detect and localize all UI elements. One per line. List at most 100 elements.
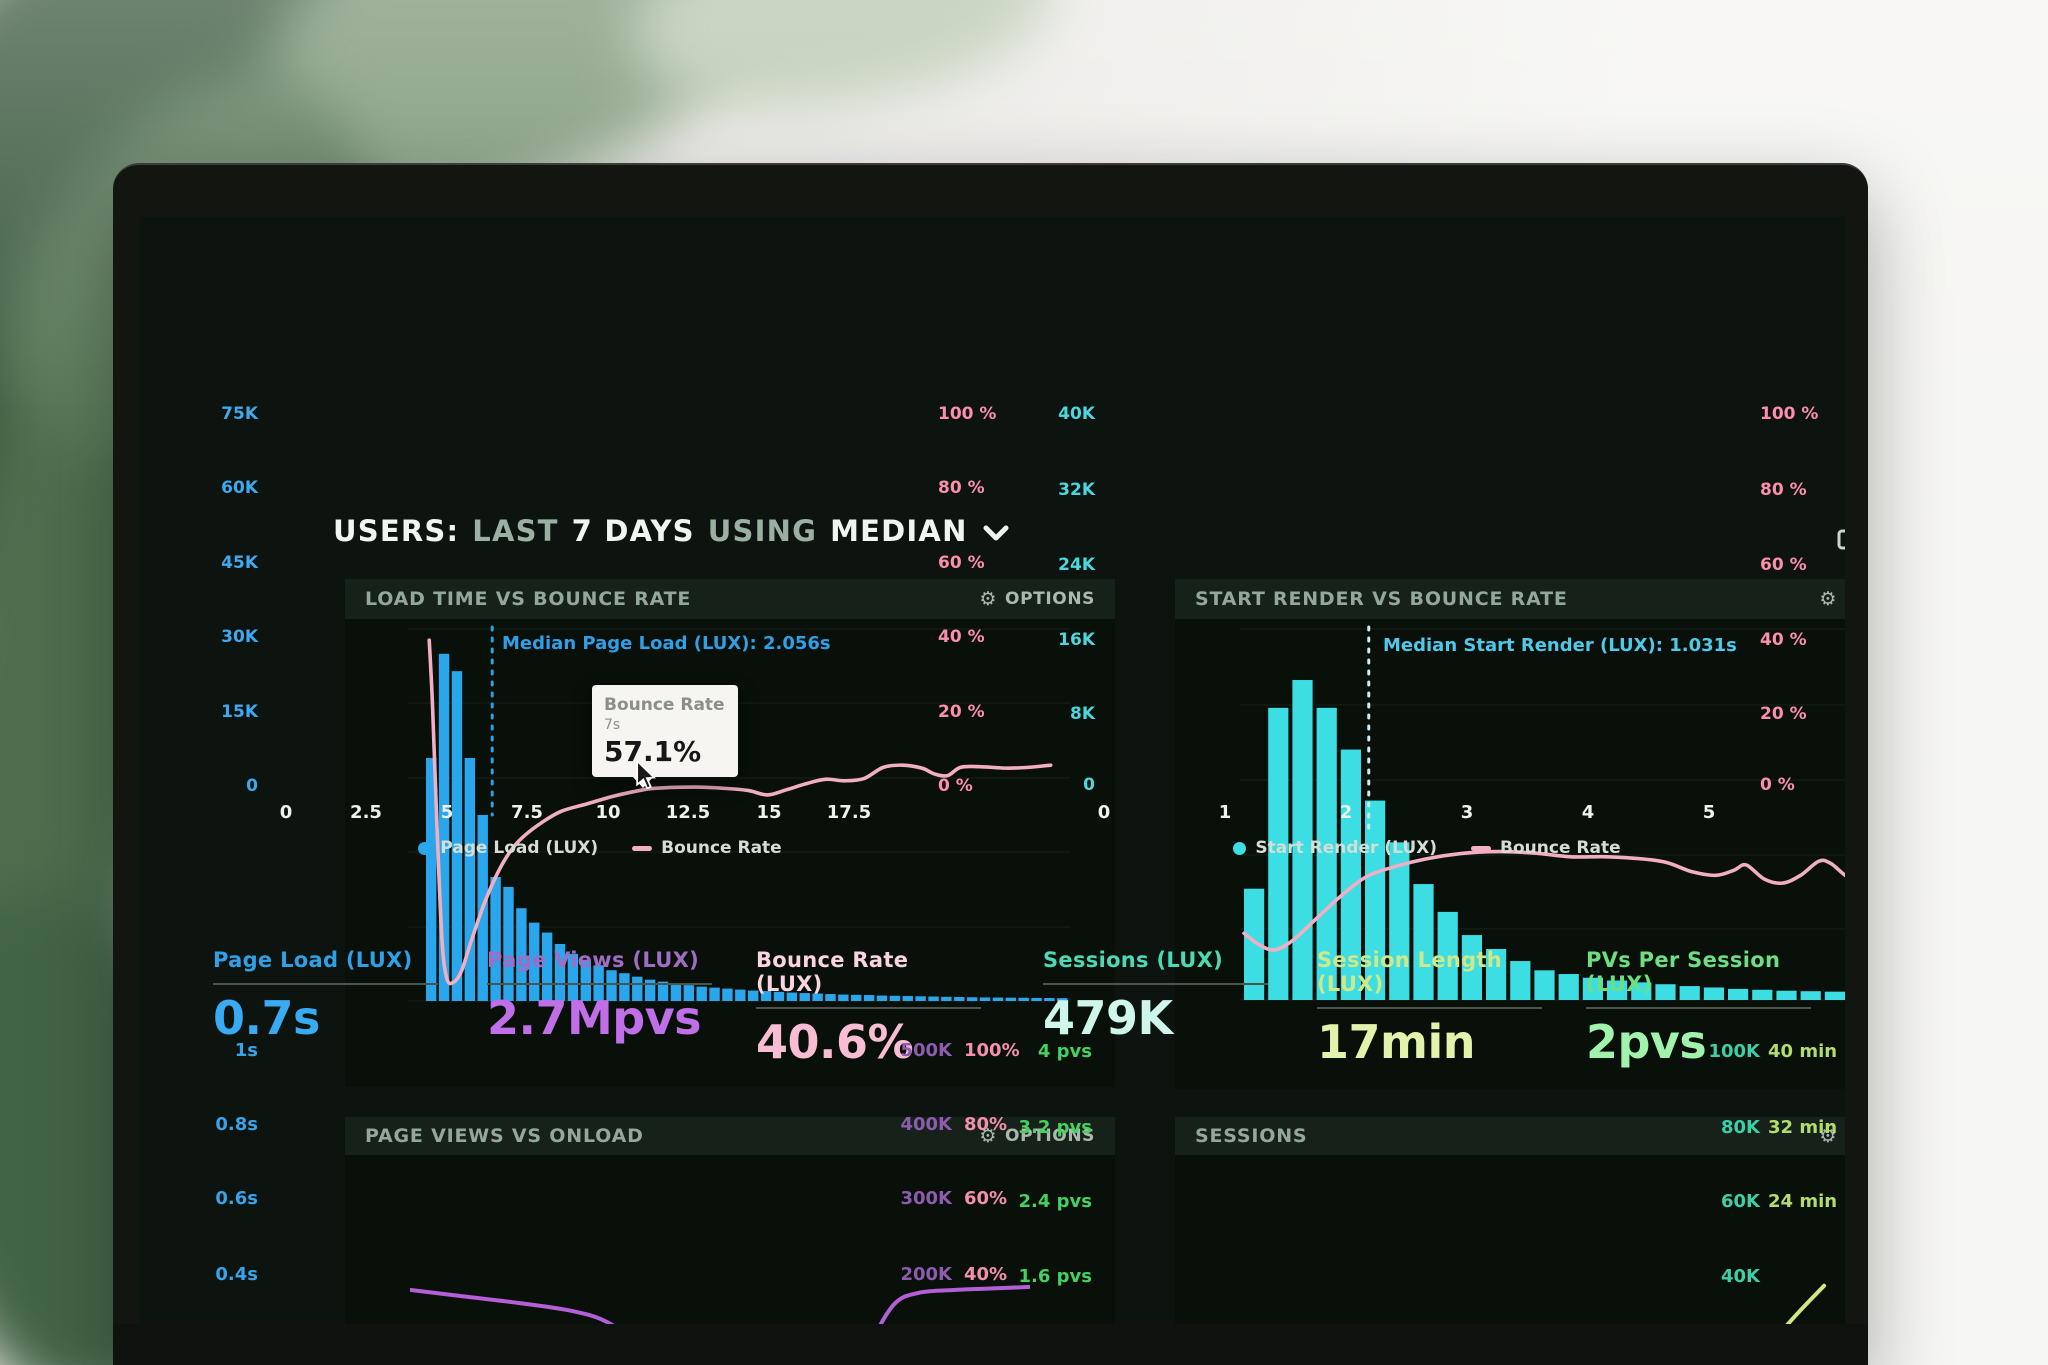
chart-legend: Start Render (LUX) Bounce Rate [1177, 835, 1677, 861]
legend-label: Bounce Rate [661, 838, 782, 858]
axis-tick-label: 8K [1069, 704, 1095, 724]
metric-underline [756, 1007, 981, 1009]
panel-header: SESSIONS ⚙OPTIONS [1175, 1117, 1845, 1155]
metric-label: PVs Per Session (LUX) [1586, 948, 1781, 996]
axis-tick-label: 0.6s [215, 1188, 258, 1209]
chevron-down-icon [983, 525, 1009, 541]
axis-tick-label: 7.5 [511, 802, 543, 823]
axis-tick-label: 17.5 [826, 802, 872, 823]
metric-label: Page Views (LUX) [487, 948, 699, 972]
axis-tick-label: 60K [1721, 1191, 1760, 1212]
metric-value: 479K [1043, 991, 1173, 1045]
legend-line-marker [632, 845, 653, 851]
panel-sessions: SESSIONS ⚙OPTIONS [1175, 1117, 1845, 1324]
axis-tick-label: 60 % [1760, 555, 1807, 575]
axis-tick-label: 100 % [938, 404, 997, 424]
axis-tick-label: 40 min [1768, 1041, 1838, 1062]
chart-legend: Page Load (LUX) Bounce Rate [350, 835, 850, 861]
axis-tick-label: 400K [900, 1114, 952, 1135]
tooltip-series: Bounce Rate [604, 695, 725, 715]
options-button[interactable]: ⚙OPTIONS [1819, 1126, 1845, 1146]
axis-tick-label: 1 [1218, 802, 1232, 823]
axis-tick-label: 32 min [1768, 1117, 1838, 1138]
metric-label: Sessions (LUX) [1043, 948, 1224, 972]
metric-2: Session Length (LUX) 17min [1317, 948, 1542, 1069]
metric-label: Session Length (LUX) [1317, 948, 1503, 996]
bounce-rate-tooltip: Bounce Rate 7s 57.1% [592, 685, 738, 788]
metric-1: Sessions (LUX) 479K [1043, 948, 1268, 1045]
panel-title: SESSIONS [1195, 1125, 1308, 1147]
panel-header: LOAD TIME VS BOUNCE RATE ⚙ OPTIONS [345, 579, 1115, 619]
metric-value: 40.6% [756, 1015, 914, 1069]
metric-2: Page Views (LUX) 2.7Mpvs [487, 948, 712, 1045]
metric-underline [487, 983, 712, 985]
axis-tick-label: 500K [900, 1040, 952, 1061]
axis-tick-label: 100 % [1760, 404, 1819, 424]
gear-icon: ⚙ [1819, 1124, 1838, 1147]
axis-tick-label: 40K [1721, 1266, 1760, 1287]
axis-tick-label: 1.6 pvs [1018, 1266, 1093, 1287]
legend-dot-marker [1233, 841, 1247, 855]
metric-value: 17min [1317, 1015, 1475, 1069]
axis-tick-label: 0 % [938, 776, 973, 796]
options-button[interactable]: ⚙ OPTIONS [979, 589, 1095, 609]
mouse-cursor [636, 761, 657, 789]
axis-tick-label: 0 [246, 776, 258, 796]
panel-header: START RENDER VS BOUNCE RATE ⚙OPTIONS [1175, 579, 1845, 619]
axis-tick-label: 80% [964, 1114, 1008, 1135]
options-button[interactable]: ⚙OPTIONS [1819, 589, 1845, 609]
gear-icon: ⚙ [979, 1124, 998, 1147]
metric-3: PVs Per Session (LUX) 2pvs [1586, 948, 1811, 1069]
axis-tick-label: 30K [221, 627, 258, 647]
axis-tick-label: 80K [1721, 1117, 1760, 1138]
median-page-load-annotation: Median Page Load (LUX): 2.056s [502, 633, 831, 654]
metric-underline [213, 983, 438, 985]
axis-tick-label: 0 [1097, 802, 1111, 823]
page-title: USERS: LAST 7 DAYS USING MEDIAN [333, 514, 981, 548]
axis-tick-label: 16K [1058, 630, 1095, 650]
panel-header: PAGE VIEWS VS ONLOAD ⚙ OPTIONS [345, 1117, 1115, 1155]
metric-underline [1317, 1007, 1542, 1009]
options-button[interactable]: ⚙OPTIONS [979, 1126, 1095, 1146]
gear-icon: ⚙ [979, 587, 998, 610]
title-word: USING [707, 514, 818, 548]
axis-tick-label: 100K [1708, 1041, 1760, 1062]
axis-tick-label: 12.5 [665, 802, 711, 823]
axis-tick-label: 60% [964, 1188, 1008, 1209]
legend-label: Page Load (LUX) [440, 838, 599, 858]
panel-title: START RENDER VS BOUNCE RATE [1195, 588, 1568, 610]
axis-tick-label: 2.4 pvs [1018, 1191, 1093, 1212]
load-time-chart [408, 625, 1070, 1002]
legend-dot-marker [418, 841, 432, 855]
options-label: OPTIONS [1005, 589, 1095, 609]
axis-tick-label: 40 % [938, 627, 985, 647]
legend-item[interactable]: Bounce Rate [632, 838, 782, 858]
axis-tick-label: 75K [221, 404, 258, 424]
legend-item[interactable]: Start Render (LUX) [1233, 838, 1437, 858]
users-timeframe-dropdown[interactable]: USERS: LAST 7 DAYS USING MEDIAN [333, 511, 1009, 551]
metric-underline [1586, 1007, 1811, 1009]
axis-tick-label: 15K [221, 702, 258, 722]
legend-item[interactable]: Page Load (LUX) [418, 838, 598, 858]
axis-tick-label: 24K [1058, 555, 1095, 575]
display-icon[interactable] [1837, 527, 1845, 557]
median-start-render-annotation: Median Start Render (LUX): 1.031s [1383, 635, 1737, 656]
legend-line-marker [1471, 845, 1492, 851]
axis-tick-label: 80 % [1760, 480, 1807, 500]
metric-1: Page Load (LUX) 0.7s [213, 948, 438, 1045]
metric-underline [1043, 983, 1268, 985]
axis-tick-label: 2 [1339, 802, 1353, 823]
title-word: USERS: [333, 514, 460, 548]
legend-label: Bounce Rate [1500, 838, 1621, 858]
axis-tick-label: 300K [900, 1188, 952, 1209]
axis-tick-label: 10 [595, 802, 621, 823]
axis-tick-label: 0 [1083, 775, 1095, 795]
axis-tick-label: 40K [1058, 404, 1095, 424]
header-toolbar: ? [1837, 527, 1845, 557]
axis-tick-label: 3 [1460, 802, 1474, 823]
axis-tick-label: 100% [964, 1040, 1020, 1061]
metric-3: Bounce Rate (LUX) 40.6% [756, 948, 981, 1069]
axis-tick-label: 1s [234, 1040, 258, 1061]
legend-item[interactable]: Bounce Rate [1471, 838, 1621, 858]
